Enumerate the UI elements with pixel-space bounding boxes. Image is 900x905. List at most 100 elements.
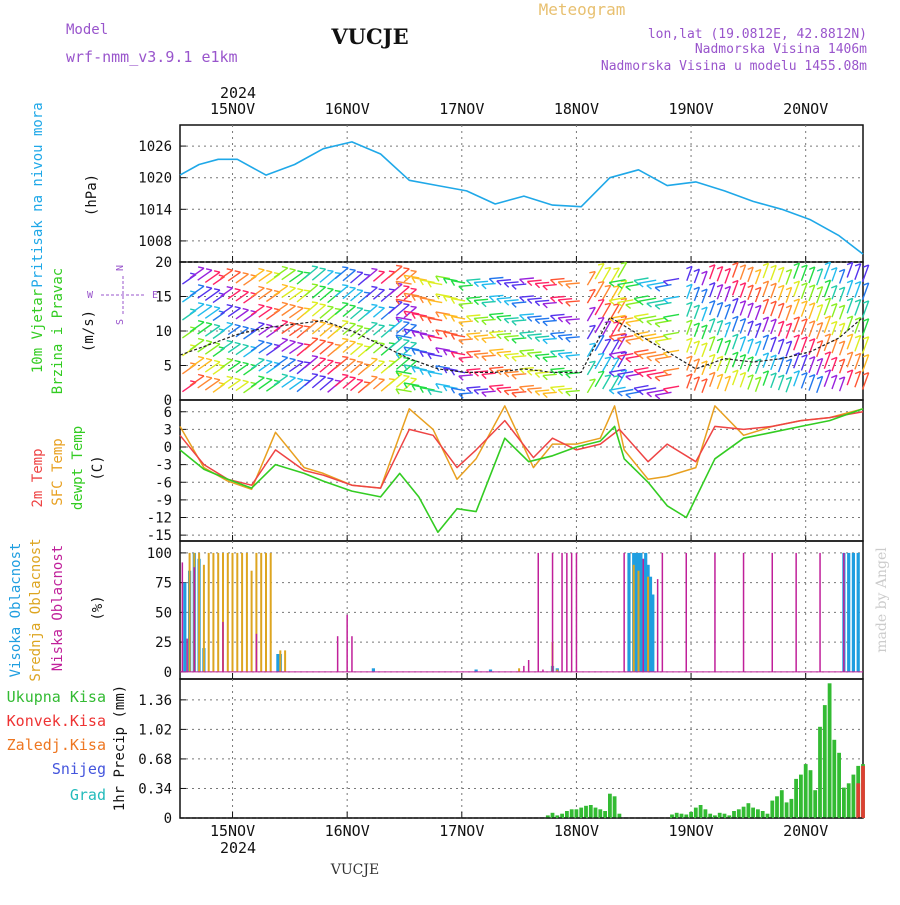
- wind-barb-flag: [327, 323, 334, 326]
- wind-barb: [443, 385, 458, 390]
- wind-barb-flag: [450, 316, 456, 322]
- wind-barb-flag: [838, 286, 845, 291]
- cloud-bar: [656, 579, 659, 672]
- wind-barb: [527, 297, 542, 301]
- precip-ytick-label: 1.02: [138, 722, 172, 738]
- wind-ytick-label: 15: [155, 290, 172, 306]
- wind-barb: [281, 377, 296, 388]
- wind-barb-flag: [608, 317, 615, 323]
- wind-barb-flag: [793, 352, 800, 356]
- cloud-bar: [856, 552, 860, 672]
- wind-barb-flag: [403, 382, 408, 389]
- wind-barb-flag: [319, 375, 326, 378]
- cloud-axis-title: Visoka Oblacnost Srednja Oblacnost Niska…: [8, 538, 106, 681]
- wind-barb-flag: [589, 270, 596, 274]
- wind-barb-flag: [709, 300, 716, 304]
- cloud-bar: [222, 552, 224, 672]
- wind-barb: [617, 335, 634, 340]
- cloud-bar: [488, 669, 493, 672]
- wind-barb: [816, 304, 824, 322]
- wind-barb-flag: [701, 306, 708, 311]
- wind-barb: [739, 336, 747, 352]
- wind-barb: [435, 383, 451, 387]
- wind-barb-flag: [519, 350, 525, 356]
- wind-barb: [419, 386, 435, 391]
- wind-barb-flag: [739, 353, 746, 358]
- wind-axis-title: 10m Vjetar Brzina i Pravac (m/s) N E S W: [30, 265, 158, 394]
- wind-barb-flag: [809, 302, 816, 306]
- wind-barb: [189, 357, 205, 369]
- wind-barb-flag: [289, 268, 296, 271]
- wind-barb-flag: [395, 388, 400, 395]
- wind-barb-flag: [846, 279, 853, 284]
- wind-barb-flag: [488, 349, 495, 356]
- wind-barb-flag: [646, 320, 652, 326]
- precip-bar: [693, 807, 698, 818]
- wind-barb-flag: [410, 287, 417, 290]
- wind-barb: [602, 338, 612, 354]
- precip-bar: [861, 765, 865, 818]
- wind-barb: [189, 303, 205, 315]
- wind-barb: [443, 367, 458, 372]
- wind-barb-flag: [662, 298, 669, 304]
- wind-barb: [846, 298, 854, 314]
- wind-barb: [731, 262, 739, 278]
- wind-barb-flag: [709, 317, 716, 322]
- wind-barb: [646, 281, 664, 287]
- precip-bar: [808, 770, 813, 818]
- wind-barb: [542, 337, 557, 341]
- compass-north: N: [115, 265, 126, 271]
- wind-barb-flag: [608, 282, 615, 287]
- wind-barb-flag: [824, 315, 831, 319]
- wind-barb-flag: [226, 321, 233, 325]
- wind-barb-flag: [266, 323, 273, 327]
- wind-barb-flag: [403, 364, 408, 371]
- wind-barb-flag: [770, 336, 777, 340]
- wind-barb-flag: [281, 319, 288, 323]
- wind-barb-flag: [473, 317, 479, 324]
- wind-barb: [861, 282, 870, 301]
- wind-barb: [663, 295, 680, 300]
- wind-barb-flag: [620, 333, 627, 337]
- wind-barb-flag: [488, 296, 495, 302]
- wind-barb-flag: [526, 352, 533, 358]
- wind-barb: [204, 289, 221, 301]
- wind-barb-flag: [862, 336, 869, 340]
- wind-barb-flag: [831, 374, 838, 379]
- wind-barb: [189, 267, 205, 279]
- wind-ytick-label: 0: [164, 393, 172, 409]
- wind-barb: [709, 300, 716, 316]
- wind-barb-flag: [411, 313, 416, 319]
- wind-barb-flag: [762, 298, 769, 303]
- wind-ylabel-1: 10m Vjetar: [30, 289, 46, 373]
- wind-barb-flag: [724, 339, 731, 344]
- wind-barb-flag: [311, 355, 318, 358]
- wind-barb: [770, 265, 777, 281]
- wind-barb-flag: [716, 373, 723, 378]
- precip-bar: [727, 815, 732, 818]
- wind-barb: [846, 333, 854, 350]
- wind-barb: [701, 378, 708, 394]
- wind-barb: [411, 330, 428, 335]
- cloud-bar: [556, 669, 559, 672]
- wind-barb-flag: [435, 311, 440, 318]
- wind-barb-flag: [747, 284, 754, 289]
- wind-barb: [519, 277, 534, 280]
- wind-barb: [816, 268, 824, 286]
- wind-barb: [350, 307, 364, 320]
- wind-barb: [770, 336, 777, 353]
- wind-barb-flag: [234, 341, 241, 345]
- wind-barb-flag: [213, 288, 221, 291]
- wind-barb: [542, 301, 557, 305]
- wind-barb-flag: [242, 272, 249, 275]
- wind-barb-flag: [473, 371, 479, 377]
- wind-barb-flag: [604, 266, 611, 270]
- wind-barb-flag: [319, 303, 326, 306]
- wind-barb-flag: [473, 353, 479, 359]
- wind-barb: [823, 369, 832, 388]
- wind-barb: [586, 325, 596, 340]
- wind-barb-flag: [304, 325, 311, 328]
- wind-barb-flag: [410, 323, 417, 326]
